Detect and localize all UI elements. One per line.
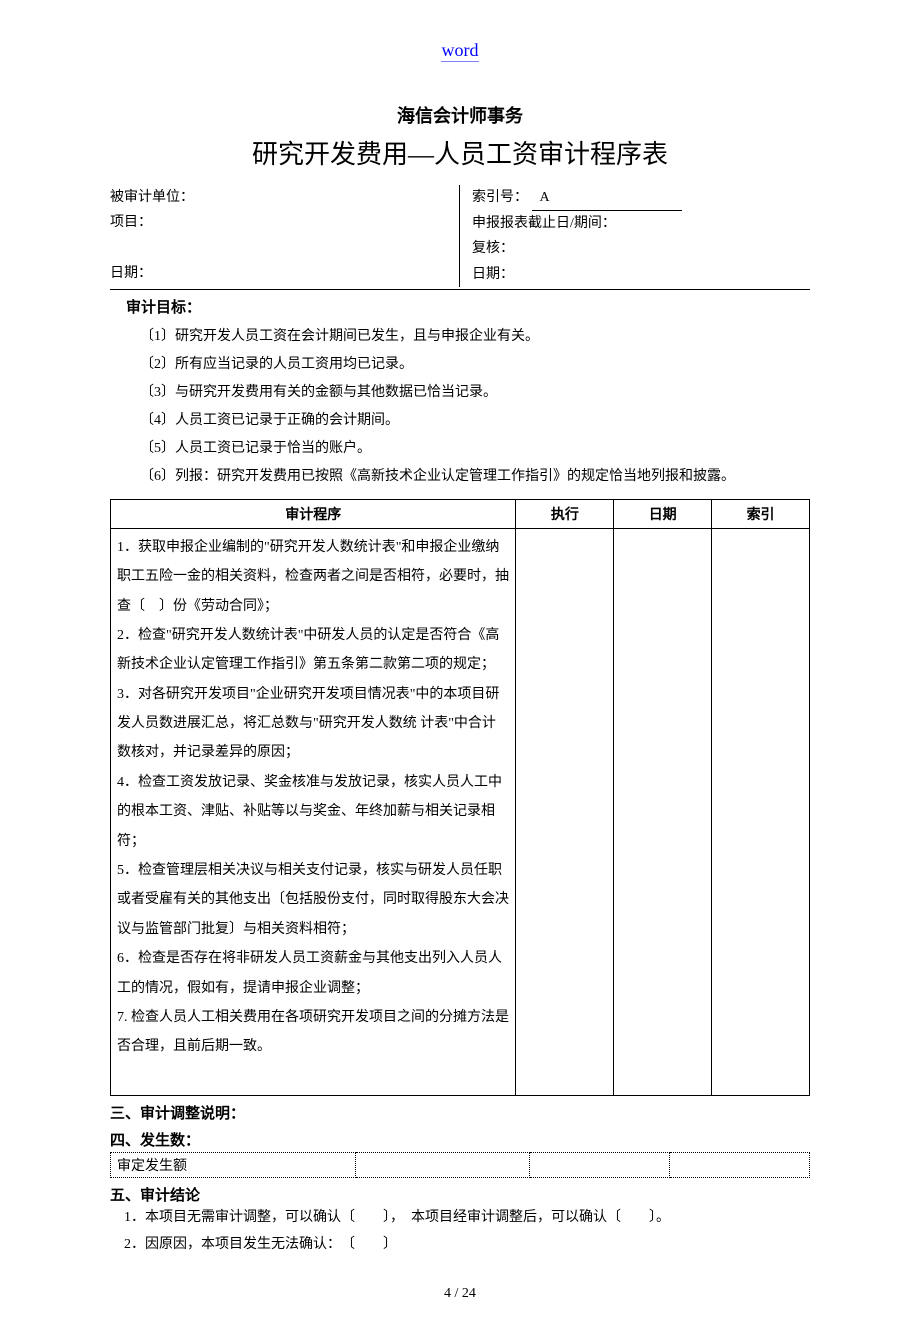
table-row: 审定发生额 xyxy=(111,1153,810,1178)
ref-label: 索引号： xyxy=(472,190,528,205)
approved-amount-label: 审定发生额 xyxy=(111,1153,356,1178)
conclusion-line-1: 1．本项目无需审计调整，可以确认〔 〕， 本项目经审计调整后，可以确认〔 〕。 xyxy=(124,1205,810,1232)
occurrence-heading: 四、发生数： xyxy=(110,1129,810,1150)
review-label: 复核： xyxy=(472,236,810,261)
amount-cell xyxy=(670,1153,810,1178)
audited-unit-label: 被审计单位： xyxy=(110,185,451,210)
objective-item: 〔5〕人员工资已记录于恰当的账户。 xyxy=(140,435,810,463)
col-header-date: 日期 xyxy=(614,499,712,528)
execute-cell xyxy=(516,528,614,1095)
ref-row: 索引号： A xyxy=(472,185,810,211)
objective-item: 〔3〕与研究开发费用有关的金额与其他数据已恰当记录。 xyxy=(140,379,810,407)
table-header-row: 审计程序 执行 日期 索引 xyxy=(111,499,810,528)
document-page: word 海信会计师事务 研究开发费用—人员工资审计程序表 被审计单位： 项目：… xyxy=(0,0,920,1332)
period-label: 申报报表截止日/期间： xyxy=(472,211,810,236)
col-header-procedure: 审计程序 xyxy=(111,499,516,528)
adjustment-heading: 三、审计调整说明： xyxy=(110,1102,810,1123)
date-left-label: 日期： xyxy=(110,261,451,286)
col-header-ref: 索引 xyxy=(712,499,810,528)
ref-value: A xyxy=(532,185,682,211)
conclusion-body: 1．本项目无需审计调整，可以确认〔 〕， 本项目经审计调整后，可以确认〔 〕。 … xyxy=(124,1205,810,1258)
conclusion-heading: 五、审计结论 xyxy=(110,1184,810,1205)
project-label: 项目： xyxy=(110,210,451,235)
page-footer: 4 / 24 xyxy=(110,1286,810,1302)
objective-item: 〔6〕列报：研究开发费用已按照《高新技术企业认定管理工作指引》的规定恰当地列报和… xyxy=(140,463,810,491)
info-left-column: 被审计单位： 项目： 日期： xyxy=(110,185,460,287)
firm-name: 海信会计师事务 xyxy=(110,102,810,128)
conclusion-line-2: 2．因原因，本项目发生无法确认： 〔 〕 xyxy=(124,1232,810,1259)
occurrence-table: 审定发生额 xyxy=(110,1152,810,1178)
procedure-steps-cell: 1．获取申报企业编制的"研究开发人数统计表"和申报企业缴纳职工五险一金的相关资料… xyxy=(111,528,516,1095)
objective-item: 〔4〕人员工资已记录于正确的会计期间。 xyxy=(140,407,810,435)
ref-cell xyxy=(712,528,810,1095)
objectives-list: 〔1〕研究开发人员工资在会计期间已发生，且与申报企业有关。 〔2〕所有应当记录的… xyxy=(140,323,810,491)
header-word-link[interactable]: word xyxy=(442,40,479,62)
objective-item: 〔2〕所有应当记录的人员工资用均已记录。 xyxy=(140,351,810,379)
objective-item: 〔1〕研究开发人员工资在会计期间已发生，且与申报企业有关。 xyxy=(140,323,810,351)
procedures-table: 审计程序 执行 日期 索引 1．获取申报企业编制的"研究开发人数统计表"和申报企… xyxy=(110,499,810,1096)
document-title: 研究开发费用—人员工资审计程序表 xyxy=(110,134,810,171)
info-grid: 被审计单位： 项目： 日期： 索引号： A 申报报表截止日/期间： 复核： 日期… xyxy=(110,185,810,290)
date-cell xyxy=(614,528,712,1095)
table-row: 1．获取申报企业编制的"研究开发人数统计表"和申报企业缴纳职工五险一金的相关资料… xyxy=(111,528,810,1095)
info-right-column: 索引号： A 申报报表截止日/期间： 复核： 日期： xyxy=(460,185,810,287)
col-header-execute: 执行 xyxy=(516,499,614,528)
date-right-label: 日期： xyxy=(472,262,810,287)
amount-cell xyxy=(355,1153,530,1178)
objectives-heading: 审计目标： xyxy=(126,296,810,317)
amount-cell xyxy=(530,1153,670,1178)
